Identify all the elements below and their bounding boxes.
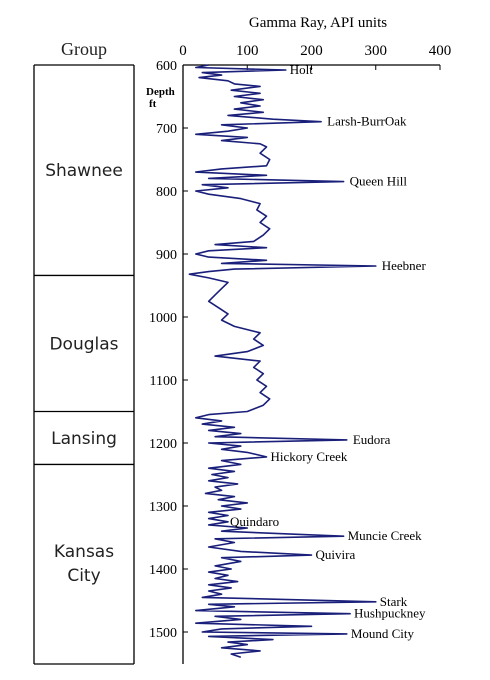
y-tick-label: 1400: [149, 563, 177, 578]
y-tick-label: 900: [156, 248, 177, 263]
group-label: Douglas: [49, 334, 118, 354]
group-column: Shawnee Douglas Lansing Kansas City: [33, 64, 135, 665]
x-axis-title: Gamma Ray, API units: [249, 15, 387, 31]
formation-label: Heebner: [382, 258, 427, 273]
y-axis-ticks: 600 700 800 900 1000 1100 1200 1300 1400 1500: [149, 59, 188, 641]
formation-label: Quindaro: [230, 514, 279, 529]
formation-label: Larsh-BurrOak: [327, 114, 407, 129]
x-tick-label: 0: [179, 43, 187, 59]
formation-label: Quivira: [316, 547, 356, 562]
group-label: Kansas: [54, 542, 114, 562]
y-tick-label: 1500: [149, 626, 177, 641]
formation-label: Holt: [290, 62, 314, 77]
group-column-header: Group: [61, 39, 107, 59]
y-tick-label: 1000: [149, 311, 177, 326]
group-label: Shawnee: [45, 161, 123, 181]
x-tick-label: 100: [236, 43, 259, 59]
x-tick-label: 400: [429, 43, 452, 59]
gamma-ray-curve: [188, 64, 377, 658]
y-tick-label: 800: [156, 185, 177, 200]
x-tick-label: 300: [365, 43, 388, 59]
x-tick-label: 200: [300, 43, 323, 59]
depth-axis-title-line2: ft: [149, 98, 157, 110]
depth-axis-title-line1: Depth: [146, 86, 175, 98]
formation-label: Mound City: [351, 626, 415, 641]
formation-label: Hushpuckney: [354, 606, 426, 621]
y-tick-label: 1100: [150, 374, 177, 389]
formation-label: Hickory Creek: [271, 449, 348, 464]
y-tick-label: 600: [156, 59, 177, 74]
formation-label: Stark: [380, 594, 408, 609]
formation-label: Queen Hill: [350, 174, 408, 189]
y-tick-label: 700: [156, 122, 177, 137]
y-tick-label: 1200: [149, 437, 177, 452]
x-axis-ticks: 0 100 200 300 400: [179, 43, 451, 70]
group-label: City: [67, 566, 100, 586]
formation-label: Muncie Creek: [348, 528, 423, 543]
y-tick-label: 1300: [149, 500, 177, 515]
formation-annotations: Holt Larsh-BurrOak Queen Hill Heebner Eudora…: [230, 62, 426, 641]
formation-label: Eudora: [353, 432, 391, 447]
group-label: Lansing: [51, 429, 117, 449]
